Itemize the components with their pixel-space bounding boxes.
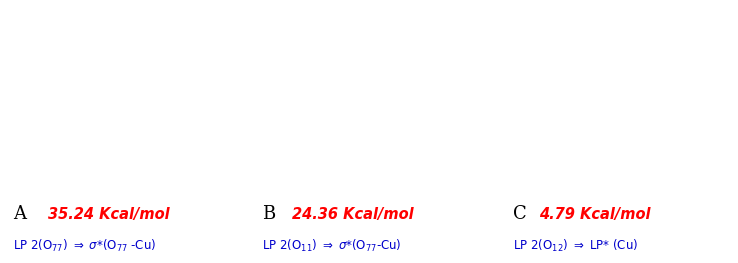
Text: C: C bbox=[513, 205, 527, 223]
Text: B: B bbox=[262, 205, 275, 223]
Text: LP 2(O$_{11}$) $\Rightarrow$ $\sigma$*(O$_{77}$-Cu): LP 2(O$_{11}$) $\Rightarrow$ $\sigma$*(O… bbox=[262, 238, 401, 254]
Text: 4.79 Kcal/mol: 4.79 Kcal/mol bbox=[539, 207, 650, 222]
Text: LP 2(O$_{12}$) $\Rightarrow$ LP* (Cu): LP 2(O$_{12}$) $\Rightarrow$ LP* (Cu) bbox=[513, 238, 638, 254]
Text: LP 2(O$_{77}$) $\Rightarrow$ $\sigma$*(O$_{77}$ -Cu): LP 2(O$_{77}$) $\Rightarrow$ $\sigma$*(O… bbox=[13, 238, 156, 254]
Text: A: A bbox=[13, 205, 27, 223]
Text: 24.36 Kcal/mol: 24.36 Kcal/mol bbox=[292, 207, 413, 222]
Text: 35.24 Kcal/mol: 35.24 Kcal/mol bbox=[48, 207, 170, 222]
